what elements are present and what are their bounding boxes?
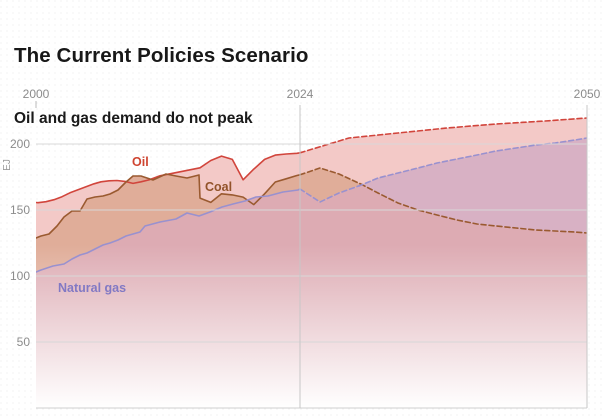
- svg-text:Oil: Oil: [132, 155, 149, 169]
- svg-text:2050: 2050: [574, 87, 601, 101]
- svg-text:2000: 2000: [23, 87, 50, 101]
- svg-text:100: 100: [10, 269, 30, 283]
- svg-text:2024: 2024: [287, 87, 314, 101]
- svg-text:Natural gas: Natural gas: [58, 281, 126, 295]
- svg-text:EJ: EJ: [2, 159, 13, 171]
- svg-text:50: 50: [17, 335, 31, 349]
- svg-text:200: 200: [10, 137, 30, 151]
- svg-text:Coal: Coal: [205, 180, 232, 194]
- svg-text:150: 150: [10, 203, 30, 217]
